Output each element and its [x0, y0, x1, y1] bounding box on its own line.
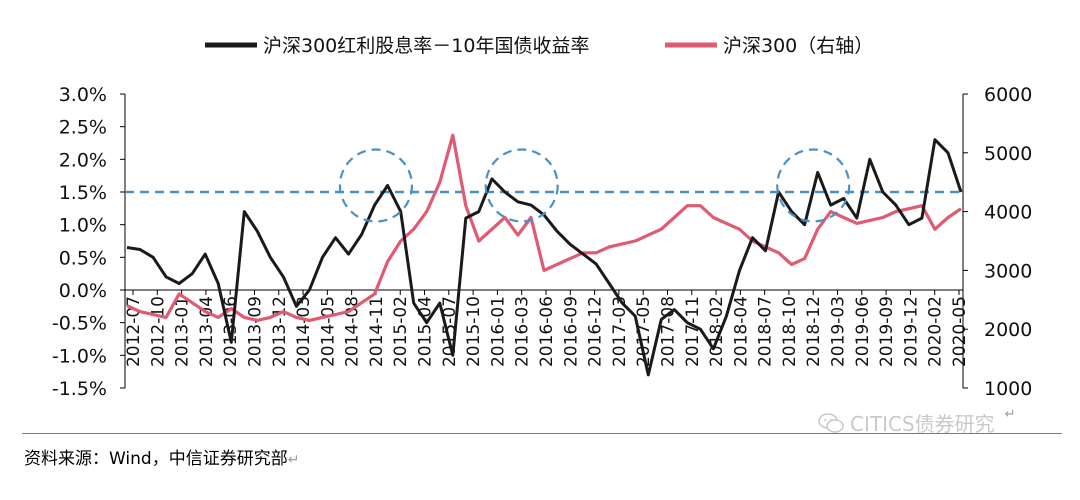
x-tick-label: 2014-05	[318, 296, 338, 367]
left-tick-label: -1.5%	[52, 378, 107, 400]
x-tick-label: 2016-12	[586, 296, 606, 367]
x-tick-label: 2014-03	[294, 296, 314, 367]
right-tick-label: 5000	[984, 143, 1032, 165]
x-tick-label: 2015-10	[464, 296, 484, 367]
left-axis: 3.0% 2.5% 2.0% 1.5% 1.0% 0.5% 0.0% -0.5% -1.0% -1…	[52, 84, 125, 400]
x-tick-label: 2020-02	[926, 296, 946, 367]
x-tick-label: 2017-03	[610, 296, 630, 367]
left-tick-label: -1.0%	[52, 345, 107, 367]
x-tick-label: 2018-07	[756, 296, 776, 367]
left-tick-label: 2.0%	[59, 149, 107, 171]
x-tick-label: 2014-08	[343, 296, 363, 367]
x-tick-label: 2018-02	[707, 296, 727, 367]
x-tick-label: 2014-11	[367, 296, 387, 367]
x-tick-label: 2016-01	[488, 296, 508, 367]
highlight-circle-2	[776, 148, 851, 223]
source-note: 资料来源：Wind，中信证券研究部↵	[24, 444, 299, 469]
right-axis: 6000 5000 4000 3000 2000 1000	[963, 84, 1032, 400]
x-tick-label: 2018-12	[804, 296, 824, 367]
right-tick-label: 2000	[984, 319, 1032, 341]
left-tick-label: 0.5%	[59, 247, 107, 269]
x-tick-label: 2015-04	[416, 296, 436, 367]
series-csi300	[126, 133, 962, 322]
highlight-circle-1	[484, 148, 559, 223]
x-tick-label: 2017-11	[683, 296, 703, 367]
right-tick-label: 4000	[984, 202, 1032, 224]
legend-label-0: 沪深300红利股息率－10年国债收益率	[263, 35, 589, 57]
x-tick-label: 2013-12	[270, 296, 290, 367]
right-tick-label: 1000	[984, 378, 1032, 400]
x-tick-label: 2018-04	[731, 296, 751, 367]
watermark-text: CITICS债券研究	[850, 412, 995, 436]
x-tick-label: 2019-06	[853, 296, 873, 367]
left-tick-label: 0.0%	[59, 280, 107, 302]
x-axis: 2012-07 2012-10 2013-01 2013-04 2013-06 2013-…	[124, 290, 970, 367]
wechat-icon	[818, 412, 844, 433]
right-tick-label: 6000	[984, 84, 1032, 106]
watermark: CITICS债券研究 ↵	[818, 407, 1016, 437]
right-tick-label: 3000	[984, 260, 1032, 282]
x-tick-label: 2019-03	[829, 296, 849, 367]
x-tick-label: 2015-02	[391, 296, 411, 367]
axes	[124, 94, 964, 388]
x-tick-label: 2017-08	[658, 296, 678, 367]
x-tick-label: 2016-06	[537, 296, 557, 367]
x-tick-label: 2017-05	[634, 296, 654, 367]
watermark-return-mark: ↵	[1004, 407, 1016, 422]
x-tick-label: 2012-07	[124, 296, 144, 367]
highlight-circles	[338, 148, 851, 223]
left-tick-label: 3.0%	[59, 84, 107, 106]
x-tick-label: 2016-09	[561, 296, 581, 367]
chart-legend: 沪深300红利股息率－10年国债收益率 沪深300（右轴）	[205, 35, 873, 57]
x-tick-label: 2019-12	[901, 296, 921, 367]
x-tick-label: 2018-10	[780, 296, 800, 367]
left-tick-label: 2.5%	[59, 117, 107, 139]
x-tick-label: 2013-09	[245, 296, 265, 367]
source-return-mark: ↵	[287, 452, 300, 468]
highlight-circle-0	[338, 148, 414, 223]
left-tick-label: -0.5%	[52, 313, 107, 335]
legend-label-1: 沪深300（右轴）	[723, 35, 873, 57]
x-tick-label: 2020-05	[950, 296, 970, 367]
x-tick-label: 2019-09	[877, 296, 897, 367]
x-tick-label: 2012-10	[148, 296, 168, 367]
x-tick-label: 2016-03	[513, 296, 533, 367]
source-text: 资料来源：Wind，中信证券研究部	[24, 449, 288, 469]
divider	[22, 433, 1062, 434]
left-tick-label: 1.0%	[59, 215, 107, 237]
left-tick-label: 1.5%	[59, 182, 107, 204]
x-tick-label: 2013-01	[173, 296, 193, 367]
